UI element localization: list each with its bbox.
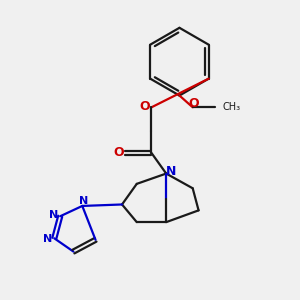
Text: O: O	[140, 100, 150, 113]
Text: N: N	[43, 234, 52, 244]
Text: O: O	[188, 97, 199, 110]
Text: N: N	[49, 210, 58, 220]
Text: N: N	[166, 165, 177, 178]
Text: O: O	[113, 146, 124, 159]
Text: CH₃: CH₃	[222, 102, 240, 112]
Text: N: N	[79, 196, 88, 206]
